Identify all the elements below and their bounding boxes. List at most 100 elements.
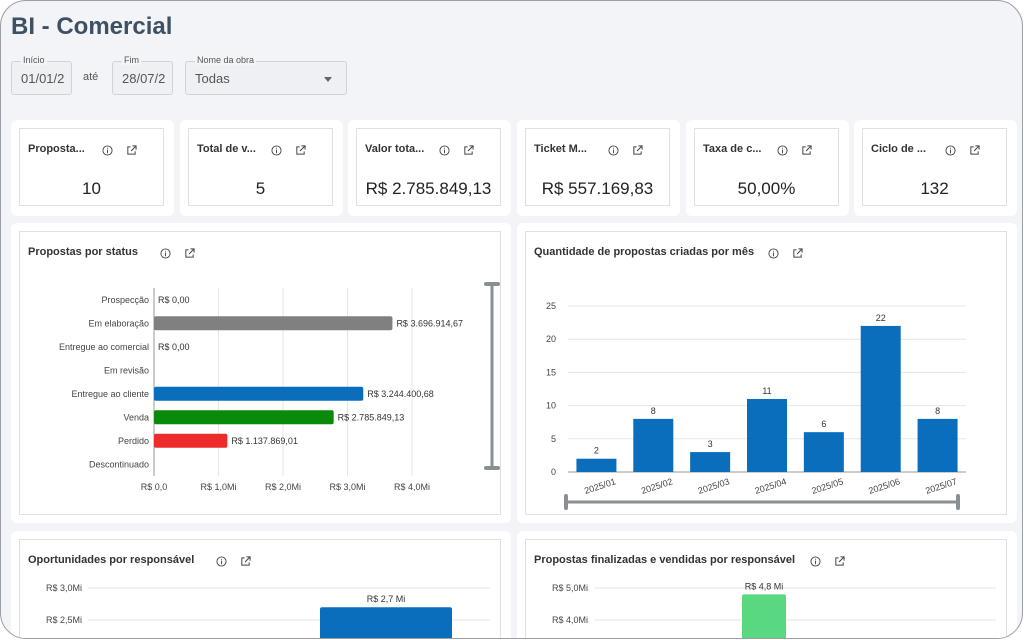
info-icon[interactable]: [777, 145, 788, 156]
data-label: 8: [935, 406, 940, 416]
external-link-icon[interactable]: [834, 556, 845, 567]
external-link-icon[interactable]: [969, 145, 980, 156]
monthly-bar-chart: 0 5 10 15 20 25 2 2025/01 8 2025/02 3 2025/03 11 2025…: [546, 301, 966, 510]
zoom-handle-top: [484, 282, 500, 286]
start-date-label: Início: [21, 55, 47, 65]
monthly-chart-panel: Quantidade de propostas criadas por mês …: [517, 223, 1017, 523]
data-label: 22: [876, 313, 886, 323]
x-tick-label: 2025/05: [810, 476, 844, 496]
start-date-field[interactable]: Início 01/01/2: [11, 55, 72, 97]
page-title: BI - Comercial: [11, 13, 173, 40]
vendidas-chart-panel: Propostas finalizadas e vendidas por res…: [517, 531, 1017, 638]
y-tick-label: Entregue ao comercial: [59, 342, 149, 352]
kpi-panel-propostas: Proposta... 10: [11, 120, 174, 216]
kpi-card-valor-total: Valor tota... R$ 2.785.849,13: [356, 128, 501, 206]
chart-title: Oportunidades por responsável: [28, 554, 195, 566]
info-icon[interactable]: [102, 145, 113, 156]
y-tick-label: Em elaboração: [88, 318, 149, 328]
bar: [154, 433, 228, 448]
data-label: 8: [651, 406, 656, 416]
x-tick-label: R$ 3,0Mi: [329, 482, 365, 492]
obra-select-field[interactable]: Nome da obra Todas: [185, 55, 347, 97]
y-tick-label: R$ 3,0Mi: [46, 583, 82, 593]
y-tick-label: R$ 2,5Mi: [46, 615, 82, 625]
bar: [576, 458, 617, 472]
end-date-input[interactable]: 28/07/2: [112, 61, 173, 95]
data-label: R$ 3.696.914,67: [396, 318, 463, 328]
status-chart-card: Propostas por status R$ 0,0 R$ 1,0Mi R$ 2,…: [19, 231, 501, 515]
start-date-input[interactable]: 01/01/2: [11, 61, 72, 95]
kpi-card-total-vendas: Total de v... 5: [188, 128, 333, 206]
x-tick-label: 2025/07: [924, 476, 958, 496]
kpi-value: 10: [82, 179, 101, 198]
obra-select[interactable]: Todas: [185, 61, 347, 95]
kpi-card-ticket-medio: Ticket M... R$ 557.169,83: [525, 128, 670, 206]
kpi-card-ciclo: Ciclo de ... 132: [862, 128, 1007, 206]
data-label: R$ 1.137.869,01: [231, 436, 298, 446]
data-label: 3: [708, 439, 713, 449]
y-tick-label: R$ 4,0Mi: [552, 615, 588, 625]
kpi-card-propostas: Proposta... 10: [19, 128, 164, 206]
kpi-value: R$ 557.169,83: [541, 179, 654, 198]
bar: [742, 594, 786, 638]
x-tick-label: 2025/02: [640, 476, 674, 496]
x-tick-label: 2025/03: [697, 476, 731, 496]
kpi-panel-taxa-conversao: Taxa de c... 50,00%: [686, 120, 849, 216]
data-label: 6: [821, 419, 826, 429]
zoom-handle-right: [956, 494, 960, 510]
external-link-icon[interactable]: [632, 145, 643, 156]
end-date-field[interactable]: Fim 28/07/2: [112, 55, 173, 97]
data-label: R$ 4,8 Mi: [745, 581, 784, 591]
bar: [860, 325, 901, 472]
zoom-handle-left: [564, 494, 568, 510]
y-tick-label: Prospecção: [101, 295, 149, 305]
zoom-handle-bottom: [484, 466, 500, 470]
y-tick-label: Perdido: [118, 436, 149, 446]
x-tick-label: R$ 2,0Mi: [265, 482, 301, 492]
external-link-icon[interactable]: [295, 145, 306, 156]
kpi-panel-ticket-medio: Ticket M... R$ 557.169,83: [517, 120, 680, 216]
kpi-title: Taxa de c...: [703, 143, 762, 155]
vendidas-bar-chart: R$ 5,0Mi R$ 4,0Mi R$ 4,8 Mi: [552, 581, 996, 638]
external-link-icon[interactable]: [801, 145, 812, 156]
chart-title: Quantidade de propostas criadas por mês: [534, 246, 755, 258]
info-icon[interactable]: [216, 556, 227, 567]
external-link-icon[interactable]: [240, 556, 251, 567]
x-tick-label: R$ 1,0Mi: [200, 482, 236, 492]
responsavel-chart-panel: Oportunidades por responsável R$ 3,0Mi R$…: [11, 531, 511, 638]
x-tick-label: R$ 4,0Mi: [394, 482, 430, 492]
vendidas-chart-card: Propostas finalizadas e vendidas por res…: [525, 539, 1007, 638]
bar: [154, 386, 364, 401]
info-icon[interactable]: [439, 145, 450, 156]
info-icon[interactable]: [945, 145, 956, 156]
kpi-value: R$ 2.785.849,13: [365, 179, 492, 198]
info-icon[interactable]: [768, 248, 779, 259]
status-chart-panel: Propostas por status R$ 0,0 R$ 1,0Mi R$ 2,…: [11, 223, 511, 523]
data-label: 2: [594, 446, 599, 456]
external-link-icon[interactable]: [792, 248, 803, 259]
info-icon[interactable]: [608, 145, 619, 156]
kpi-panel-ciclo: Ciclo de ... 132: [854, 120, 1017, 216]
x-tick-label: 2025/06: [867, 476, 901, 496]
kpi-title: Valor tota...: [365, 143, 425, 155]
y-tick-label: 15: [546, 367, 556, 377]
range-separator: até: [83, 71, 99, 83]
external-link-icon[interactable]: [184, 248, 195, 259]
info-icon[interactable]: [810, 556, 821, 567]
data-label: 11: [762, 386, 771, 396]
data-label: R$ 0,00: [158, 295, 190, 305]
obra-select-value: Todas: [195, 71, 230, 86]
kpi-value: 50,00%: [737, 179, 796, 198]
y-tick-label: 25: [546, 301, 556, 311]
external-link-icon[interactable]: [463, 145, 474, 156]
kpi-panel-total-vendas: Total de v... 5: [180, 120, 343, 216]
chart-title: Propostas finalizadas e vendidas por res…: [534, 554, 796, 566]
info-icon[interactable]: [271, 145, 282, 156]
info-icon[interactable]: [160, 248, 171, 259]
external-link-icon[interactable]: [126, 145, 137, 156]
bar: [747, 398, 787, 472]
x-tick-label: 2025/04: [754, 476, 788, 496]
chevron-down-icon[interactable]: [324, 77, 332, 82]
bar: [154, 316, 393, 331]
